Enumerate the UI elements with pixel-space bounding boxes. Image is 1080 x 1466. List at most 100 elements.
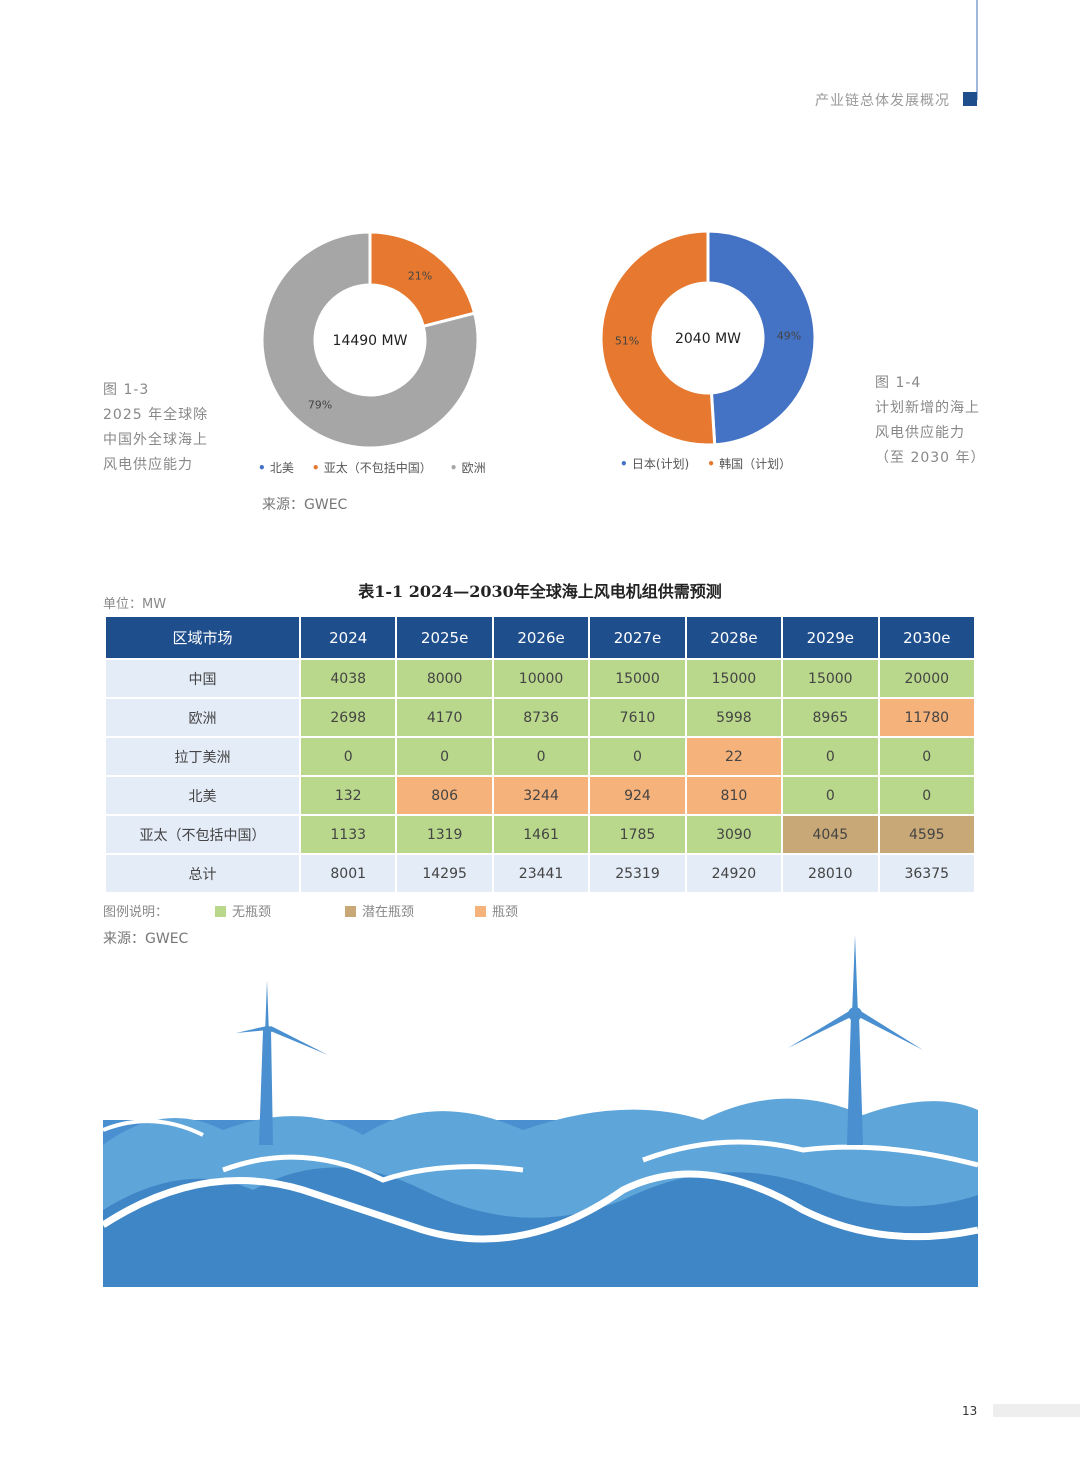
- caption-line: 计划新增的海上: [875, 400, 980, 416]
- value-cell: 0: [588, 736, 687, 777]
- value-cell: 8965: [781, 697, 880, 738]
- value-cell: 1133: [298, 814, 398, 855]
- legend-entry: • 亚太（不包括中国）: [312, 461, 432, 475]
- column-header: 2026e: [491, 615, 591, 660]
- column-header: 2024: [298, 615, 398, 660]
- donut-slice: [599, 229, 717, 447]
- caption-line: 2025 年全球除: [103, 407, 209, 423]
- value-cell: 132: [298, 775, 398, 816]
- value-cell: 3090: [684, 814, 784, 855]
- caption-line: （至 2030 年）: [875, 450, 986, 466]
- legend-text: 无瓶颈: [232, 905, 272, 920]
- donut-slice: [260, 230, 480, 450]
- legend-dot: •: [620, 457, 632, 471]
- legend-text: 瓶颈: [492, 905, 519, 920]
- value-cell: 15000: [781, 658, 880, 699]
- value-cell: 4045: [781, 814, 880, 855]
- legend-entry: • 北美: [258, 461, 294, 475]
- legend-dot: •: [258, 461, 270, 475]
- section-title: 产业链总体发展概况: [815, 93, 950, 109]
- value-cell: 7610: [588, 697, 687, 738]
- table-row: 拉丁美洲 0 0 0 0 22 0 0: [104, 736, 977, 777]
- figure-1-3-caption: 图 1-3 2025 年全球除 中国外全球海上 风电供应能力: [103, 378, 208, 478]
- value-cell: 924: [588, 775, 687, 816]
- value-cell: 0: [781, 736, 880, 777]
- legend-dot: •: [707, 457, 720, 471]
- value-cell: 810: [684, 775, 784, 816]
- value-cell: 11780: [877, 697, 977, 738]
- wind-turbine-left-icon: [236, 980, 328, 1145]
- page-number-bar: [993, 1404, 1080, 1417]
- value-cell: 0: [877, 775, 977, 816]
- slice-data-label: 51%: [615, 335, 639, 348]
- value-cell: 1785: [588, 814, 687, 855]
- caption-line: 风电供应能力: [875, 425, 965, 441]
- column-header: 2025e: [395, 615, 494, 660]
- donut-chart-1-4: 49% 51% 2040 MW: [599, 229, 817, 447]
- chart-legend-1-4: • 日本(计划) • 韩国（计划）: [620, 455, 809, 472]
- value-cell: 0: [877, 736, 977, 777]
- chart-legend-1-3: • 北美 • 亚太（不包括中国） • 欧洲: [258, 459, 504, 476]
- legend-item: 潜在瓶颈: [345, 901, 414, 920]
- value-cell: 36375: [877, 853, 977, 894]
- legend-text: 亚太（不包括中国）: [323, 461, 432, 475]
- legend-text: 欧洲: [461, 461, 486, 475]
- column-header: 2027e: [588, 615, 687, 660]
- figure-source: 来源：GWEC: [262, 497, 348, 513]
- slice-data-label: 79%: [308, 398, 332, 411]
- legend-text: 韩国（计划）: [719, 457, 792, 471]
- value-cell: 14295: [395, 853, 494, 894]
- slice-data-label: 49%: [777, 329, 801, 342]
- region-cell: 总计: [104, 853, 301, 894]
- wind-turbine-wave-illustration: [103, 935, 978, 1287]
- table-row: 总计 8001 14295 23441 25319 24920 28010 36375: [104, 853, 977, 894]
- value-cell: 806: [395, 775, 494, 816]
- legend-text: 日本(计划): [631, 457, 690, 471]
- caption-line: 风电供应能力: [103, 457, 193, 473]
- supply-demand-table: 区域市场 2024 2025e 2026e 2027e 2028e 2029e 2030e 中…: [104, 615, 977, 894]
- legend-swatch: [345, 906, 356, 917]
- value-cell: 0: [781, 775, 880, 816]
- value-cell: 28010: [781, 853, 880, 894]
- legend-item: 无瓶颈: [215, 901, 271, 920]
- column-header: 2030e: [877, 615, 977, 660]
- value-cell: 23441: [491, 853, 591, 894]
- caption-line: 中国外全球海上: [103, 432, 208, 448]
- value-cell: 20000: [877, 658, 977, 699]
- legend-entry: • 日本(计划): [620, 457, 689, 471]
- table-title: 表1-1 2024—2030年全球海上风电机组供需预测: [358, 582, 722, 601]
- value-cell: 8736: [491, 697, 591, 738]
- donut-chart-1-3: 0%21%79%14490 MW: [260, 230, 480, 450]
- caption-line: 图 1-3: [103, 382, 150, 398]
- donut-slice: [706, 229, 817, 447]
- legend-text: 潜在瓶颈: [362, 905, 415, 920]
- value-cell: 0: [491, 736, 591, 777]
- value-cell: 1461: [491, 814, 591, 855]
- page-number: 13: [962, 1404, 978, 1418]
- table-row: 欧洲 2698 4170 8736 7610 5998 8965 11780: [104, 697, 977, 738]
- legend-swatch: [215, 906, 226, 917]
- legend-dot: •: [311, 461, 324, 475]
- legend-dot: •: [449, 461, 462, 475]
- table-unit: 单位：MW: [103, 597, 167, 612]
- table-row: 北美 132 806 3244 924 810 0 0: [104, 775, 977, 816]
- value-cell: 10000: [491, 658, 591, 699]
- donut-slice: [368, 230, 477, 329]
- table-source: 来源：GWEC: [103, 931, 189, 947]
- column-header: 区域市场: [104, 615, 301, 660]
- region-cell: 中国: [104, 658, 301, 699]
- value-cell: 0: [298, 736, 398, 777]
- table-row: 亚太（不包括中国） 1133 1319 1461 1785 3090 4045 4595: [104, 814, 977, 855]
- value-cell: 4595: [877, 814, 977, 855]
- legend-entry: • 韩国（计划）: [707, 457, 791, 471]
- wind-turbine-right-icon: [788, 935, 923, 1145]
- value-cell: 15000: [684, 658, 784, 699]
- legend-entry: • 欧洲: [450, 461, 486, 475]
- column-header: 2028e: [684, 615, 784, 660]
- legend-label: 图例说明：: [103, 905, 169, 920]
- decor-line: [976, 0, 978, 100]
- caption-line: 图 1-4: [875, 375, 922, 391]
- value-cell: 25319: [588, 853, 687, 894]
- value-cell: 1319: [395, 814, 494, 855]
